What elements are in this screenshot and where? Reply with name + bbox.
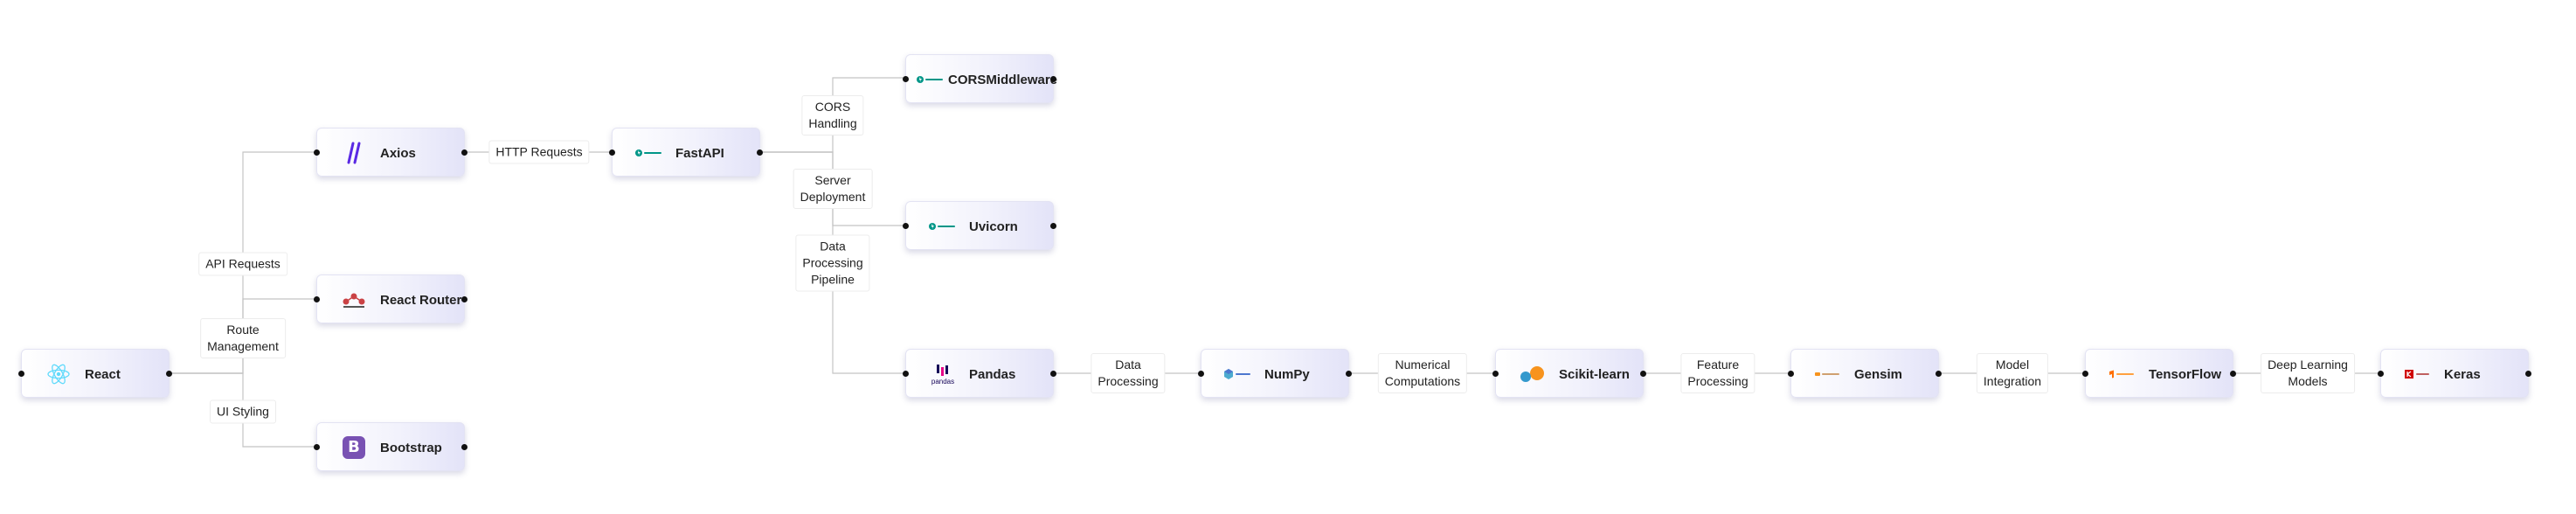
edge-label-server-deployment: Server Deployment bbox=[793, 169, 873, 209]
pandas-icon: pandas bbox=[924, 360, 962, 388]
node-label: NumPy bbox=[1264, 366, 1310, 382]
node-cors-middleware[interactable]: CORSMiddleware bbox=[903, 54, 1058, 103]
edge-label-numerical-computations: Numerical Computations bbox=[1377, 353, 1468, 393]
port-in[interactable] bbox=[903, 223, 909, 229]
tensorflow-icon bbox=[2103, 360, 2142, 388]
port-out[interactable] bbox=[461, 296, 467, 302]
fastapi-icon bbox=[911, 66, 950, 94]
node-axios[interactable]: Axios bbox=[314, 128, 467, 177]
node-fastapi[interactable]: FastAPI bbox=[609, 128, 763, 177]
port-out[interactable] bbox=[1050, 371, 1056, 377]
node-label: Scikit-learn bbox=[1559, 366, 1630, 382]
port-in[interactable] bbox=[903, 76, 909, 82]
fastapi-icon bbox=[924, 212, 962, 240]
port-in[interactable] bbox=[1788, 371, 1794, 377]
port-in[interactable] bbox=[903, 371, 909, 377]
node-react[interactable]: React bbox=[18, 349, 172, 398]
node-keras[interactable]: Keras bbox=[2378, 349, 2531, 398]
axios-icon bbox=[335, 139, 373, 167]
edge-label-http-requests: HTTP Requests bbox=[488, 140, 590, 164]
node-label: Axios bbox=[380, 145, 416, 161]
port-in[interactable] bbox=[609, 149, 615, 156]
node-tensorflow[interactable]: TensorFlow bbox=[2082, 349, 2236, 398]
node-label: Keras bbox=[2444, 366, 2481, 382]
node-pandas[interactable]: pandas Pandas bbox=[903, 349, 1056, 398]
port-in[interactable] bbox=[314, 444, 320, 450]
edge-label-api-requests: API Requests bbox=[198, 252, 287, 276]
node-uvicorn[interactable]: Uvicorn bbox=[903, 201, 1056, 250]
react-router-icon bbox=[335, 286, 373, 314]
port-out[interactable] bbox=[1640, 371, 1646, 377]
port-in[interactable] bbox=[18, 371, 24, 377]
edge-label-route-management: Route Management bbox=[200, 318, 286, 358]
scikit-learn-icon bbox=[1513, 360, 1552, 388]
node-label: Uvicorn bbox=[969, 219, 1018, 234]
port-out[interactable] bbox=[166, 371, 172, 377]
port-out[interactable] bbox=[2230, 371, 2236, 377]
keras-icon bbox=[2399, 360, 2437, 388]
port-out[interactable] bbox=[2525, 371, 2531, 377]
node-label: Pandas bbox=[969, 366, 1016, 382]
node-scikit-learn[interactable]: Scikit-learn bbox=[1492, 349, 1646, 398]
port-in[interactable] bbox=[314, 149, 320, 156]
react-atom-icon bbox=[39, 360, 78, 388]
node-label: TensorFlow bbox=[2149, 366, 2222, 382]
node-label: CORSMiddleware bbox=[948, 72, 1058, 87]
node-bootstrap[interactable]: B Bootstrap bbox=[314, 422, 467, 471]
port-out[interactable] bbox=[461, 149, 467, 156]
port-in[interactable] bbox=[2378, 371, 2384, 377]
port-out[interactable] bbox=[1050, 223, 1056, 229]
fastapi-icon bbox=[630, 139, 668, 167]
port-out[interactable] bbox=[461, 444, 467, 450]
port-out[interactable] bbox=[1346, 371, 1352, 377]
edge-label-data-processing-pipeline: Data Processing Pipeline bbox=[795, 234, 870, 292]
edge-label-deep-learning-models: Deep Learning Models bbox=[2261, 353, 2355, 393]
node-label: React Router bbox=[380, 292, 462, 308]
edge-label-feature-processing: Feature Processing bbox=[1680, 353, 1755, 393]
port-out[interactable] bbox=[1935, 371, 1942, 377]
node-label: React bbox=[85, 366, 121, 382]
edge-label-data-processing: Data Processing bbox=[1091, 353, 1166, 393]
node-react-router[interactable]: React Router bbox=[314, 274, 467, 323]
edge-label-ui-styling: UI Styling bbox=[210, 399, 276, 424]
edge-label-cors-handling: CORS Handling bbox=[801, 95, 864, 135]
node-label: Bootstrap bbox=[380, 440, 442, 455]
gensim-icon bbox=[1809, 360, 1847, 388]
edge-label-model-integration: Model Integration bbox=[1976, 353, 2049, 393]
port-out[interactable] bbox=[757, 149, 763, 156]
port-out[interactable] bbox=[1050, 76, 1056, 82]
node-numpy[interactable]: NumPy bbox=[1198, 349, 1352, 398]
node-label: Gensim bbox=[1854, 366, 1903, 382]
port-in[interactable] bbox=[1198, 371, 1204, 377]
node-gensim[interactable]: Gensim bbox=[1788, 349, 1942, 398]
bootstrap-icon: B bbox=[335, 434, 373, 462]
port-in[interactable] bbox=[314, 296, 320, 302]
node-label: FastAPI bbox=[675, 145, 724, 161]
port-in[interactable] bbox=[1492, 371, 1499, 377]
numpy-icon bbox=[1219, 360, 1257, 388]
port-in[interactable] bbox=[2082, 371, 2088, 377]
